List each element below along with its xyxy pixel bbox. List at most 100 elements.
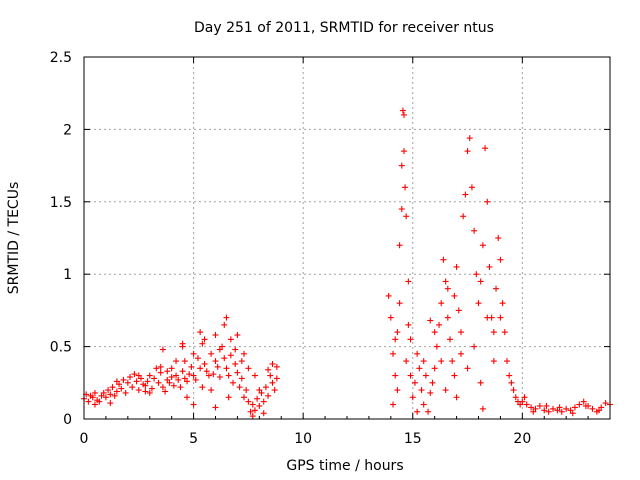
data-point [473,271,480,278]
y-tick-label: 1 [63,267,72,283]
data-point [495,235,502,241]
data-point [447,336,454,343]
data-point [453,394,460,401]
data-point [427,389,434,396]
data-point [493,285,500,292]
data-point [190,401,197,408]
data-point [394,329,401,336]
data-point [407,372,414,379]
data-point [451,292,458,299]
data-point [490,358,497,365]
data-point [168,374,175,381]
data-point [462,191,469,198]
data-point [227,352,234,359]
data-point [580,398,587,405]
data-point [571,404,578,411]
data-point [477,379,484,386]
data-point [479,242,486,249]
data-point [402,184,409,191]
data-point [468,184,475,191]
data-point [111,392,118,399]
data-point [113,388,120,395]
data-point [247,408,254,415]
data-point [449,358,456,365]
data-point [558,408,565,415]
data-point [205,372,212,379]
data-point [223,365,230,372]
data-point [240,350,247,357]
data-point [396,300,403,307]
data-point [177,384,184,391]
x-tick-label: 0 [80,431,89,447]
data-point [523,401,530,408]
data-point [484,198,491,205]
data-point [260,398,267,405]
data-point [168,365,175,372]
data-point [262,384,269,391]
y-tick-label: 0 [63,412,72,428]
data-point [144,378,151,385]
data-point [197,329,204,336]
data-point [425,408,432,415]
plot-frame [83,56,611,420]
data-point [146,372,153,379]
data-point [475,300,482,307]
data-point [162,388,169,395]
data-point [400,111,407,118]
data-point [91,401,98,408]
data-point [536,402,543,409]
data-point [256,402,263,409]
data-point [460,213,467,220]
data-point [444,285,451,292]
x-tick-label: 15 [404,431,422,447]
data-point [479,405,486,412]
data-point [238,375,245,382]
data-point [407,336,414,343]
data-point [236,384,243,391]
data-point [122,389,129,396]
axes-ticks [83,56,610,420]
data-point [499,300,506,307]
data-point [173,358,180,365]
data-point [506,372,513,379]
data-point [113,378,120,385]
data-point [210,371,217,378]
tick-labels: 0 5 10 15 20 0 0.5 1 1.5 2 2.5 [50,50,532,447]
data-point [271,387,278,394]
data-point [243,387,250,394]
data-point [484,314,491,321]
data-point [455,307,462,314]
data-point [85,398,92,405]
data-point [466,135,473,142]
data-point [563,405,570,412]
data-point [497,314,504,321]
data-point [431,365,438,372]
data-point [471,343,478,350]
data-point [216,346,223,353]
data-point [238,358,245,365]
data-point [148,385,155,392]
data-point [129,384,136,391]
data-point [107,400,114,407]
data-point [107,391,114,398]
data-point [159,346,166,353]
x-tick-label: 10 [294,431,312,447]
data-point [477,278,484,285]
data-point [105,387,112,394]
data-point [181,358,188,365]
data-point [170,382,177,389]
data-point [403,213,410,220]
data-point [429,379,436,386]
data-point [260,410,267,417]
data-point [414,408,421,415]
data-point [269,360,276,367]
data-point [398,206,405,213]
data-point [541,407,548,414]
data-point [221,321,228,328]
data-point [131,371,138,378]
y-tick-label: 2 [63,122,72,138]
data-point [120,376,127,383]
data-point [486,263,493,270]
data-point [133,378,140,385]
